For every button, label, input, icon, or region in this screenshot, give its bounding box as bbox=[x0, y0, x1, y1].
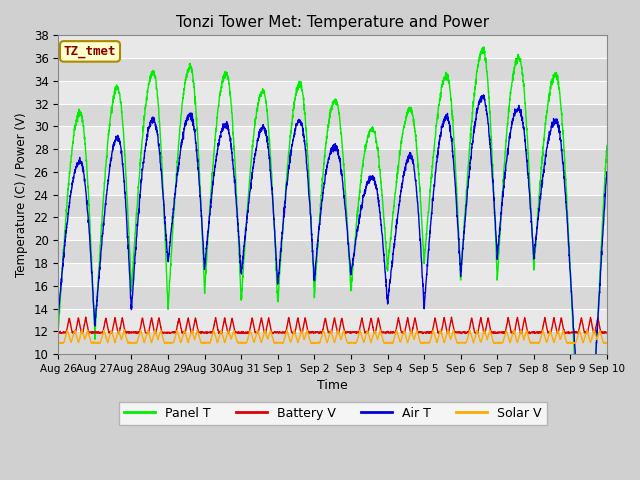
X-axis label: Time: Time bbox=[317, 379, 348, 392]
Panel T bbox=[534, 217, 541, 223]
Air T bbox=[265, 149, 273, 155]
Panel T bbox=[265, 127, 273, 133]
Bar bbox=[58, 172, 607, 195]
Solar V bbox=[603, 340, 611, 346]
Panel T bbox=[150, 71, 157, 76]
Battery V bbox=[54, 330, 62, 336]
Air T bbox=[150, 119, 157, 124]
Y-axis label: Temperature (C) / Power (V): Temperature (C) / Power (V) bbox=[15, 112, 28, 277]
Panel T bbox=[603, 143, 611, 148]
Solar V bbox=[201, 341, 209, 347]
Battery V bbox=[593, 322, 600, 327]
Bar bbox=[58, 81, 607, 104]
Air T bbox=[289, 141, 296, 146]
Air T bbox=[54, 306, 62, 312]
Panel T bbox=[117, 99, 125, 105]
Panel T bbox=[54, 327, 62, 333]
Panel T bbox=[580, 470, 588, 476]
Line: Solar V: Solar V bbox=[58, 330, 607, 344]
Legend: Panel T, Battery V, Air T, Solar V: Panel T, Battery V, Air T, Solar V bbox=[118, 402, 547, 425]
Solar V bbox=[117, 335, 125, 341]
Battery V bbox=[150, 325, 157, 331]
Solar V bbox=[120, 327, 128, 333]
Battery V bbox=[534, 329, 541, 335]
Bar bbox=[58, 331, 607, 354]
Bar bbox=[58, 217, 607, 240]
Battery V bbox=[117, 321, 125, 326]
Air T bbox=[479, 92, 487, 98]
Bar bbox=[58, 240, 607, 263]
Panel T bbox=[289, 113, 296, 119]
Solar V bbox=[54, 340, 62, 346]
Bar bbox=[58, 286, 607, 309]
Air T bbox=[582, 441, 589, 447]
Battery V bbox=[526, 331, 534, 336]
Solar V bbox=[150, 333, 157, 339]
Line: Panel T: Panel T bbox=[58, 47, 607, 473]
Solar V bbox=[534, 340, 541, 346]
Bar bbox=[58, 126, 607, 149]
Solar V bbox=[265, 332, 273, 337]
Battery V bbox=[265, 316, 273, 322]
Text: TZ_tmet: TZ_tmet bbox=[64, 45, 116, 58]
Bar bbox=[58, 263, 607, 286]
Battery V bbox=[603, 330, 611, 336]
Air T bbox=[593, 340, 600, 346]
Bar bbox=[58, 58, 607, 81]
Air T bbox=[117, 145, 125, 151]
Bar bbox=[58, 104, 607, 126]
Bar bbox=[58, 195, 607, 217]
Battery V bbox=[289, 330, 296, 336]
Solar V bbox=[289, 332, 297, 337]
Air T bbox=[534, 226, 541, 231]
Bar bbox=[58, 309, 607, 331]
Line: Battery V: Battery V bbox=[58, 317, 607, 334]
Bar bbox=[58, 36, 607, 58]
Air T bbox=[603, 170, 611, 176]
Panel T bbox=[480, 44, 488, 50]
Solar V bbox=[593, 336, 600, 341]
Bar bbox=[58, 149, 607, 172]
Battery V bbox=[82, 314, 90, 320]
Panel T bbox=[593, 336, 600, 342]
Title: Tonzi Tower Met: Temperature and Power: Tonzi Tower Met: Temperature and Power bbox=[176, 15, 489, 30]
Line: Air T: Air T bbox=[58, 95, 607, 444]
